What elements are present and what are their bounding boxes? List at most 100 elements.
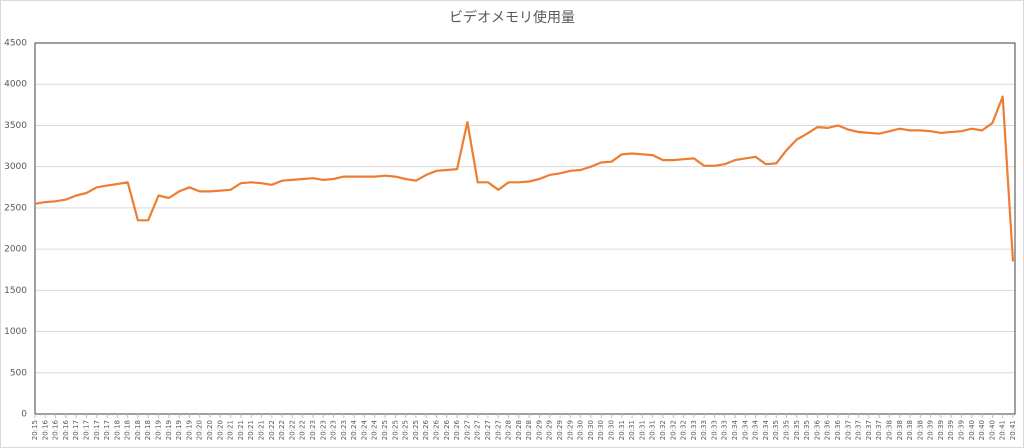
x-tick-label: 20:26 (453, 419, 461, 440)
x-tick-label: 20:29 (566, 420, 574, 440)
x-tick-label: 20:23 (330, 420, 338, 440)
x-tick-label: 20:30 (597, 420, 605, 440)
x-tick-label: 20:29 (556, 420, 564, 440)
x-tick-label: 20:32 (669, 420, 677, 440)
y-tick-label: 2000 (4, 245, 27, 255)
x-tick-label: 20:20 (196, 420, 204, 440)
x-tick-label: 20:20 (206, 420, 214, 440)
x-tick-label: 20:35 (803, 420, 811, 440)
x-tick-label: 20:22 (268, 420, 276, 440)
x-tick-label: 20:25 (402, 420, 410, 440)
x-tick-label: 20:26 (443, 419, 451, 440)
x-tick-label: 20:29 (546, 420, 554, 440)
x-tick-label: 20:39 (927, 420, 935, 440)
x-tick-label: 20:24 (371, 419, 379, 440)
x-tick-label: 20:30 (587, 420, 595, 440)
x-tick-label: 20:33 (700, 420, 708, 440)
x-tick-label: 20:37 (865, 420, 873, 440)
x-tick-label: 20:16 (41, 419, 49, 440)
x-tick-label: 20:34 (741, 419, 749, 440)
y-tick-label: 2500 (4, 203, 27, 213)
x-tick-label: 20:40 (988, 420, 996, 440)
y-tick-label: 4000 (4, 80, 27, 90)
x-tick-label: 20:39 (947, 420, 955, 440)
x-tick-label: 20:41 (1009, 420, 1017, 440)
x-tick-label: 20:24 (350, 419, 358, 440)
x-tick-label: 20:16 (52, 419, 60, 440)
x-tick-label: 20:28 (505, 420, 513, 440)
x-tick-label: 20:22 (288, 420, 296, 440)
x-tick-label: 20:37 (844, 420, 852, 440)
x-tick-label: 20:25 (381, 420, 389, 440)
x-tick-label: 20:15 (31, 420, 39, 440)
x-tick-label: 20:18 (134, 420, 142, 440)
x-tick-label: 20:38 (916, 420, 924, 440)
x-tick-label: 20:38 (885, 420, 893, 440)
x-tick-label: 20:22 (278, 420, 286, 440)
x-tick-label: 20:21 (227, 420, 235, 440)
x-tick-label: 20:26 (422, 419, 430, 440)
x-tick-label: 20:17 (103, 420, 111, 440)
x-tick-label: 20:29 (535, 420, 543, 440)
x-tick-label: 20:34 (762, 419, 770, 440)
x-tick-label: 20:36 (813, 419, 821, 440)
data-line (34, 95, 1015, 262)
x-tick-label: 20:39 (958, 420, 966, 440)
x-tick-label: 20:31 (628, 420, 636, 440)
x-tick-label: 20:23 (319, 420, 327, 440)
y-tick-label: 3000 (4, 162, 27, 172)
y-tick-label: 3500 (4, 121, 27, 131)
x-tick-label: 20:41 (999, 420, 1007, 440)
x-tick-label: 20:37 (875, 420, 883, 440)
x-tick-label: 20:19 (165, 420, 173, 440)
x-tick-label: 20:24 (360, 419, 368, 440)
x-tick-label: 20:33 (721, 420, 729, 440)
x-tick-label: 20:18 (113, 420, 121, 440)
x-tick-label: 20:31 (618, 420, 626, 440)
x-tick-label: 20:33 (690, 420, 698, 440)
x-tick-label: 20:25 (391, 420, 399, 440)
x-tick-label: 20:31 (638, 420, 646, 440)
x-tick-label: 20:26 (432, 419, 440, 440)
x-tick-label: 20:34 (752, 419, 760, 440)
x-tick-label: 20:30 (608, 420, 616, 440)
x-tick-label: 20:38 (896, 420, 904, 440)
y-tick-label: 500 (10, 368, 27, 378)
y-tick-label: 1000 (4, 327, 27, 337)
x-tick-label: 20:36 (824, 419, 832, 440)
x-tick-label: 20:27 (463, 420, 471, 440)
y-tick-label: 1500 (4, 286, 27, 296)
x-tick-label: 20:40 (978, 420, 986, 440)
x-tick-label: 20:27 (494, 420, 502, 440)
x-tick-label: 20:17 (93, 420, 101, 440)
x-tick-label: 20:28 (525, 420, 533, 440)
x-tick-label: 20:21 (247, 420, 255, 440)
x-tick-label: 20:40 (968, 420, 976, 440)
x-tick-label: 20:22 (299, 420, 307, 440)
x-tick-label: 20:32 (680, 420, 688, 440)
x-tick-label: 20:35 (772, 420, 780, 440)
x-tick-label: 20:35 (793, 420, 801, 440)
x-tick-label: 20:21 (257, 420, 265, 440)
x-tick-label: 20:37 (855, 420, 863, 440)
x-tick-label: 20:25 (412, 420, 420, 440)
x-tick-label: 20:31 (649, 420, 657, 440)
x-tick-label: 20:18 (144, 420, 152, 440)
x-tick-label: 20:28 (515, 420, 523, 440)
x-tick-label: 20:19 (185, 420, 193, 440)
x-tick-label: 20:39 (937, 420, 945, 440)
x-tick-label: 20:27 (474, 420, 482, 440)
x-tick-label: 20:16 (62, 419, 70, 440)
x-tick-label: 20:23 (340, 420, 348, 440)
x-tick-label: 20:32 (659, 420, 667, 440)
x-tick-label: 20:36 (834, 419, 842, 440)
y-tick-label: 4500 (4, 39, 27, 49)
x-tick-label: 20:30 (577, 420, 585, 440)
x-tick-label: 20:18 (124, 420, 132, 440)
y-tick-label: 0 (21, 410, 27, 420)
x-tick-label: 20:17 (82, 420, 90, 440)
x-tick-label: 20:17 (72, 420, 80, 440)
x-tick-label: 20:35 (783, 420, 791, 440)
